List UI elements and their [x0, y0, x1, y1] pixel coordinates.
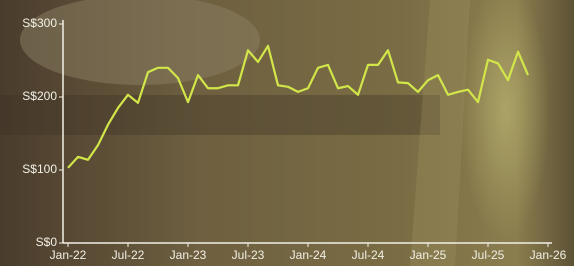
chart: S$0 S$100 S$200 S$300 Jan-22 Jul-22 Jan-23 Jul-…	[0, 0, 574, 266]
y-tick-label: S$0	[36, 235, 58, 249]
y-tick-label: S$200	[22, 89, 57, 103]
x-tick-label: Jul-23	[232, 248, 265, 262]
y-tick-label: S$300	[22, 16, 57, 30]
y-tick-label: S$100	[22, 162, 57, 176]
page: S$0 S$100 S$200 S$300 Jan-22 Jul-22 Jan-23 Jul-…	[0, 0, 574, 266]
x-tick-label: Jan-24	[290, 248, 327, 262]
x-tick-label: Jan-25	[410, 248, 447, 262]
x-tick-label: Jul-22	[112, 248, 145, 262]
x-tick-label: Jan-22	[50, 248, 87, 262]
x-tick-label: Jul-25	[472, 248, 505, 262]
x-tick-label: Jan-23	[170, 248, 207, 262]
x-tick-label: Jan-26	[530, 248, 567, 262]
x-tick-label: Jul-24	[352, 248, 385, 262]
background-shape	[0, 95, 440, 135]
